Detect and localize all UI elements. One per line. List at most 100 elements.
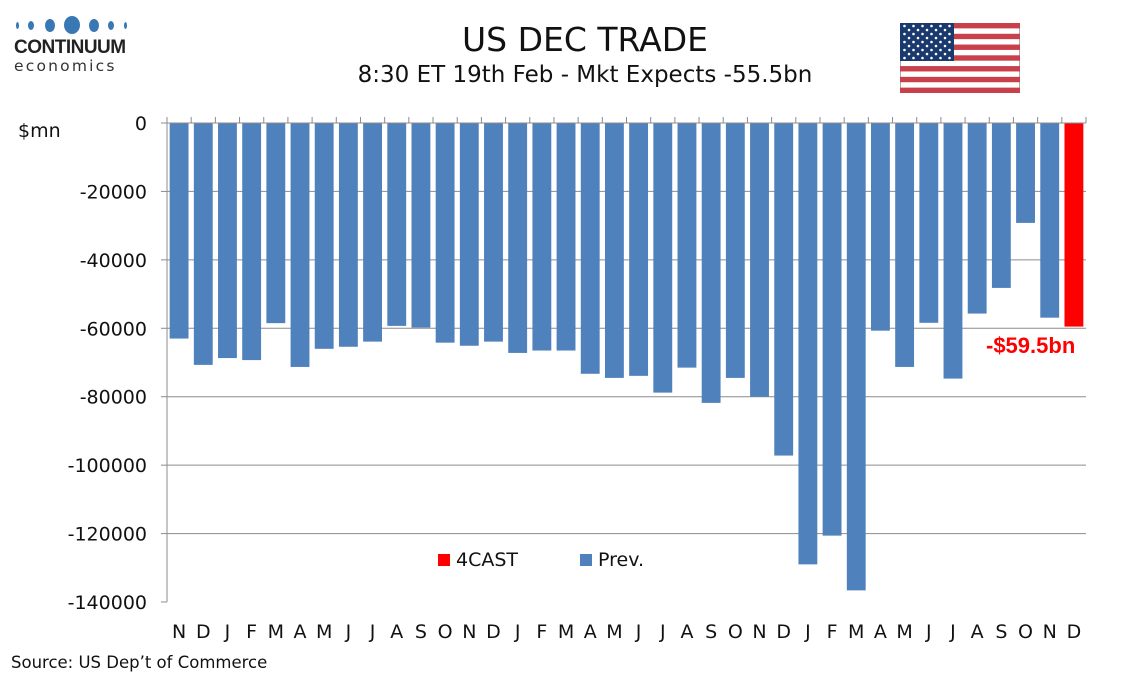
x-tick-label: A <box>294 621 307 643</box>
y-tick-label: -60000 <box>80 318 147 340</box>
chart-legend: 4CAST Prev. <box>438 549 644 571</box>
x-tick-label: J <box>804 621 811 643</box>
legend-item-4cast: 4CAST <box>438 549 518 571</box>
x-tick-label: N <box>172 621 186 643</box>
bar-prev <box>314 123 334 349</box>
x-tick-label: J <box>949 621 956 643</box>
bar-prev <box>363 123 382 342</box>
bar-prev <box>218 123 237 359</box>
bar-prev <box>169 123 189 339</box>
legend-item-prev: Prev. <box>580 549 644 571</box>
bar-prev <box>629 123 649 376</box>
x-tick-label: N <box>462 621 476 643</box>
x-tick-label: F <box>536 621 547 643</box>
bar-prev <box>193 123 213 365</box>
x-tick-label: O <box>1018 621 1033 643</box>
y-tick-label: -100000 <box>68 455 147 477</box>
x-tick-label: M <box>896 621 912 643</box>
bar-prev <box>459 123 479 346</box>
x-tick-label: A <box>680 621 693 643</box>
x-tick-label: J <box>514 621 521 643</box>
y-tick-label: -40000 <box>80 250 147 272</box>
x-tick-label: S <box>705 621 717 643</box>
bar-prev <box>435 123 455 343</box>
chart-title: US DEC TRADE <box>462 20 708 59</box>
y-tick-label: 0 <box>135 113 147 135</box>
bar-prev <box>484 123 503 342</box>
bar-prev <box>798 123 818 565</box>
us-flag-icon <box>900 23 1020 93</box>
logo-dots-icon <box>14 14 134 36</box>
bar-prev <box>846 123 866 591</box>
bar-prev <box>556 123 576 351</box>
bar-prev <box>967 123 987 314</box>
x-tick-label: O <box>438 621 453 643</box>
bar-prev <box>411 123 431 328</box>
bar-prev <box>508 123 528 353</box>
x-tick-label: D <box>486 621 501 643</box>
continuum-logo: CONTINUUM economics <box>14 14 134 75</box>
bar-prev <box>919 123 939 323</box>
bar-prev <box>750 123 769 397</box>
bar-prev <box>1016 123 1035 223</box>
logo-name: CONTINUUM <box>14 37 126 58</box>
x-tick-label: N <box>752 621 766 643</box>
bar-prev <box>580 123 600 374</box>
x-tick-label: S <box>415 621 427 643</box>
y-tick-label: -120000 <box>68 524 147 546</box>
bar-forecast <box>1064 123 1084 327</box>
y-tick-label: -80000 <box>80 387 147 409</box>
bar-prev <box>701 123 721 403</box>
x-tick-label: A <box>390 621 403 643</box>
x-tick-label: J <box>659 621 666 643</box>
y-axis-unit-label: $mn <box>18 120 61 142</box>
y-tick-label: -20000 <box>80 181 147 203</box>
bar-prev <box>725 123 745 378</box>
bar-prev <box>895 123 915 367</box>
bar-prev <box>266 123 286 324</box>
x-tick-label: O <box>728 621 743 643</box>
x-tick-label: F <box>246 621 257 643</box>
source-note: Source: US Dep’t of Commerce <box>11 653 268 672</box>
bar-prev <box>338 123 358 347</box>
bar-prev <box>1040 123 1060 318</box>
x-tick-label: J <box>369 621 376 643</box>
x-tick-label: A <box>874 621 887 643</box>
bar-prev <box>991 123 1011 288</box>
x-tick-label: F <box>827 621 838 643</box>
x-tick-label: S <box>995 621 1007 643</box>
x-tick-label: M <box>316 621 332 643</box>
legend-swatch-prev <box>580 554 593 566</box>
bar-prev <box>242 123 262 361</box>
legend-label-4cast: 4CAST <box>456 549 519 571</box>
chart-subtitle: 8:30 ET 19th Feb - Mkt Expects -55.5bn <box>357 62 813 88</box>
bar-prev <box>387 123 407 326</box>
x-tick-label: M <box>848 621 864 643</box>
bar-prev <box>774 123 794 456</box>
bar-prev <box>653 123 673 393</box>
x-tick-label: A <box>584 621 597 643</box>
x-tick-label: M <box>558 621 574 643</box>
x-tick-label: J <box>345 621 352 643</box>
logo-subtitle: economics <box>14 57 117 75</box>
x-tick-label: J <box>635 621 642 643</box>
bar-prev <box>871 123 890 331</box>
y-tick-label: -140000 <box>68 592 147 614</box>
bar-prev <box>290 123 310 367</box>
x-tick-label: J <box>224 621 231 643</box>
x-tick-label: D <box>1067 621 1082 643</box>
forecast-data-label: -$59.5bn <box>986 333 1076 358</box>
legend-label-prev: Prev. <box>598 549 645 571</box>
x-tick-label: M <box>268 621 284 643</box>
x-tick-label: N <box>1043 621 1057 643</box>
bar-prev <box>822 123 842 536</box>
x-tick-label: M <box>606 621 622 643</box>
bar-prev <box>943 123 963 379</box>
x-tick-label: J <box>925 621 932 643</box>
bar-prev <box>532 123 552 351</box>
x-tick-label: D <box>776 621 791 643</box>
legend-swatch-4cast <box>438 554 450 566</box>
x-tick-label: A <box>971 621 984 643</box>
x-tick-label: D <box>196 621 211 643</box>
